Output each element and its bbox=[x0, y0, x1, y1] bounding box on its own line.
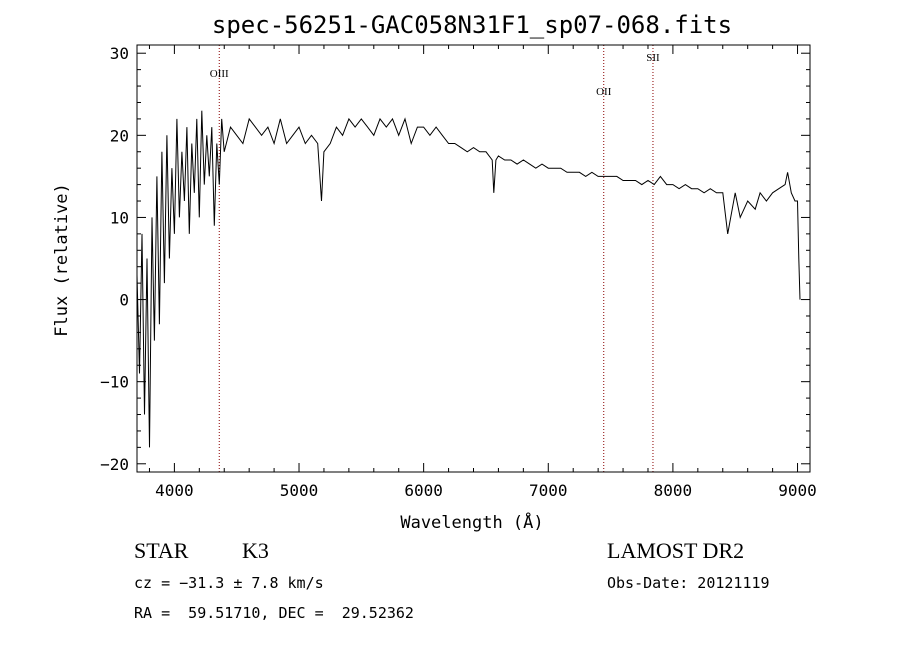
y-tick-label: 0 bbox=[119, 291, 129, 310]
coordinates-readout: RA = 59.51710, DEC = 29.52362 bbox=[134, 604, 414, 622]
velocity-readout: cz = −31.3 ± 7.8 km/s bbox=[134, 574, 324, 592]
plot-area: OIII OII SII 4000 5000 6000 7000 8000 9000 −20 −1… bbox=[100, 44, 817, 500]
y-axis-label: Flux (relative) bbox=[52, 183, 72, 337]
x-tick-label: 8000 bbox=[654, 481, 693, 500]
x-tick-label: 6000 bbox=[404, 481, 443, 500]
y-tick-label: 10 bbox=[110, 208, 129, 227]
y-tick-label: −20 bbox=[100, 455, 129, 474]
x-tick-label: 9000 bbox=[778, 481, 817, 500]
x-tick-label: 4000 bbox=[155, 481, 194, 500]
object-subclass: K3 bbox=[242, 538, 269, 563]
survey-name: LAMOST DR2 bbox=[607, 538, 745, 563]
y-tick-label: 20 bbox=[110, 126, 129, 145]
axis-ticks: 4000 5000 6000 7000 8000 9000 −20 −10 0 10 20 30 bbox=[100, 44, 817, 500]
vline-label-oii: OII bbox=[596, 86, 612, 98]
y-tick-label: −10 bbox=[100, 373, 129, 392]
y-tick-label: 30 bbox=[110, 44, 129, 63]
x-tick-label: 5000 bbox=[280, 481, 319, 500]
chart-title: spec-56251-GAC058N31F1_sp07-068.fits bbox=[212, 11, 732, 39]
spectrum-line bbox=[136, 110, 801, 448]
x-axis-label: Wavelength (Å) bbox=[400, 511, 543, 533]
spectral-lines-layer: OIII OII SII bbox=[210, 45, 660, 472]
observation-date: Obs-Date: 20121119 bbox=[607, 574, 770, 592]
plot-frame bbox=[136, 44, 811, 473]
object-class: STAR bbox=[134, 538, 189, 563]
x-tick-label: 7000 bbox=[529, 481, 568, 500]
vline-label-sii: SII bbox=[646, 52, 660, 64]
vline-label-oiii: OIII bbox=[210, 68, 229, 80]
